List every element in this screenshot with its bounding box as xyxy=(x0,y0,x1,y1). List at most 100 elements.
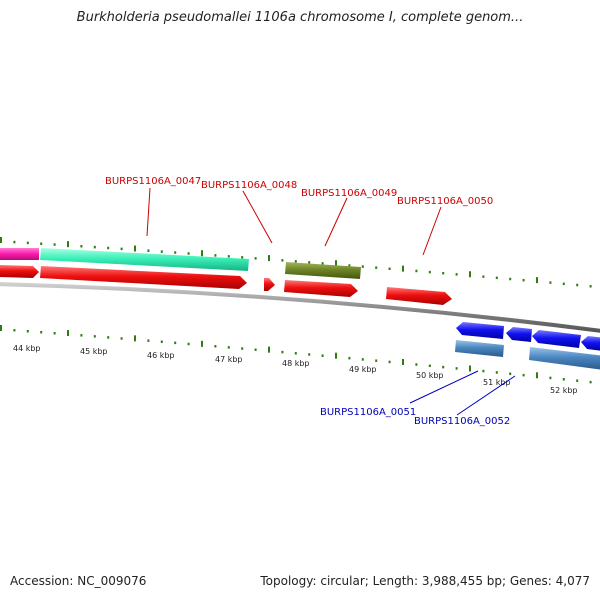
minor-tick xyxy=(26,241,29,245)
genome-summary-text: Topology: circular; Length: 3,988,455 bp… xyxy=(260,574,590,588)
minor-tick xyxy=(214,254,217,257)
minor-tick xyxy=(26,329,29,333)
minor-tick xyxy=(522,278,525,282)
minor-tick xyxy=(120,247,123,251)
minor-tick xyxy=(174,341,177,345)
major-tick xyxy=(0,325,2,331)
major-tick xyxy=(67,330,69,337)
gene-label-burps1106a-0050[interactable]: BURPS1106A_0050 xyxy=(397,196,493,207)
minor-tick xyxy=(120,337,123,340)
callout-line xyxy=(146,187,151,237)
major-tick xyxy=(0,237,2,243)
minor-tick xyxy=(361,358,364,361)
major-tick xyxy=(268,255,270,262)
minor-tick xyxy=(53,332,56,335)
gene-feature-blue-3[interactable] xyxy=(532,330,581,348)
gene-feature-red-left[interactable] xyxy=(0,265,39,278)
major-tick xyxy=(402,358,404,365)
minor-tick xyxy=(93,335,96,338)
upper-tick-row xyxy=(0,237,592,288)
gene-feature-burps1106a-0050[interactable] xyxy=(386,287,452,305)
minor-tick xyxy=(107,336,110,339)
minor-tick xyxy=(80,334,83,337)
minor-tick xyxy=(549,281,552,284)
major-tick xyxy=(402,265,404,272)
minor-tick xyxy=(562,282,565,286)
minor-tick xyxy=(589,380,592,384)
minor-tick xyxy=(227,346,230,349)
minor-tick xyxy=(40,242,43,245)
major-tick xyxy=(335,260,337,267)
minor-tick xyxy=(174,251,177,254)
gene-feature-burps1106a-0048[interactable] xyxy=(264,278,275,291)
minor-tick xyxy=(321,354,324,357)
minor-tick xyxy=(281,350,284,354)
gene-label-burps1106a-0051[interactable]: BURPS1106A_0051 xyxy=(320,407,416,418)
minor-tick xyxy=(482,369,485,373)
scale-label: 52 kbp xyxy=(550,386,578,395)
callout-line xyxy=(409,370,479,404)
gene-label-burps1106a-0049[interactable]: BURPS1106A_0049 xyxy=(301,188,397,199)
minor-tick xyxy=(348,264,351,267)
minor-tick xyxy=(348,356,351,360)
minor-tick xyxy=(361,265,364,268)
minor-tick xyxy=(214,344,217,348)
gene-feature-blue-1[interactable] xyxy=(456,322,504,339)
major-tick xyxy=(134,245,136,252)
minor-tick xyxy=(107,246,110,250)
minor-tick xyxy=(227,255,230,258)
callout-line xyxy=(422,206,442,256)
minor-tick xyxy=(442,271,445,275)
minor-tick xyxy=(589,285,592,288)
minor-tick xyxy=(415,269,418,273)
gene-feature-burps1106a-0051[interactable] xyxy=(455,340,504,357)
callout-line xyxy=(324,197,348,247)
minor-tick xyxy=(455,367,458,370)
major-tick xyxy=(201,340,203,347)
minor-tick xyxy=(294,352,297,355)
gene-feature-red-long[interactable] xyxy=(40,266,247,289)
gene-feature-blue-4[interactable] xyxy=(581,336,600,351)
gene-feature-burps1106a-0047[interactable] xyxy=(40,248,249,271)
gene-label-burps1106a-0048[interactable]: BURPS1106A_0048 xyxy=(201,180,297,191)
genome-backbone xyxy=(0,282,600,333)
minor-tick xyxy=(455,273,458,276)
major-tick xyxy=(67,241,69,248)
minor-tick xyxy=(13,240,16,244)
minor-tick xyxy=(160,340,163,344)
minor-tick xyxy=(415,363,418,366)
minor-tick xyxy=(147,339,150,342)
gene-label-burps1106a-0047[interactable]: BURPS1106A_0047 xyxy=(105,176,201,187)
minor-tick xyxy=(160,250,163,253)
major-tick xyxy=(536,372,538,379)
gene-feature-pink[interactable] xyxy=(0,248,39,260)
minor-tick xyxy=(93,245,96,249)
minor-tick xyxy=(241,256,244,259)
gene-feature-burps1106a-0052[interactable] xyxy=(529,347,600,370)
gene-feature-red-mid[interactable] xyxy=(284,280,358,297)
minor-tick xyxy=(281,259,284,262)
minor-tick xyxy=(442,365,445,369)
minor-tick xyxy=(375,266,378,269)
minor-tick xyxy=(147,249,150,252)
minor-tick xyxy=(53,243,56,246)
gene-feature-blue-2[interactable] xyxy=(506,327,532,342)
minor-tick xyxy=(40,330,43,334)
major-tick xyxy=(536,277,538,284)
minor-tick xyxy=(576,283,579,287)
minor-tick xyxy=(308,353,311,356)
minor-tick xyxy=(388,360,391,364)
minor-tick xyxy=(562,378,565,381)
minor-tick xyxy=(388,267,391,271)
map-title: Burkholderia pseudomallei 1106a chromoso… xyxy=(76,10,524,25)
minor-tick xyxy=(254,257,257,260)
scale-label: 46 kbp xyxy=(147,351,175,360)
major-tick xyxy=(134,335,136,342)
scale-label: 47 kbp xyxy=(215,355,243,364)
minor-tick xyxy=(522,373,525,377)
gene-label-burps1106a-0052[interactable]: BURPS1106A_0052 xyxy=(414,416,510,427)
minor-tick xyxy=(495,276,498,280)
gene-feature-burps1106a-0049[interactable] xyxy=(285,262,361,279)
minor-tick xyxy=(495,371,498,374)
major-tick xyxy=(201,250,203,257)
